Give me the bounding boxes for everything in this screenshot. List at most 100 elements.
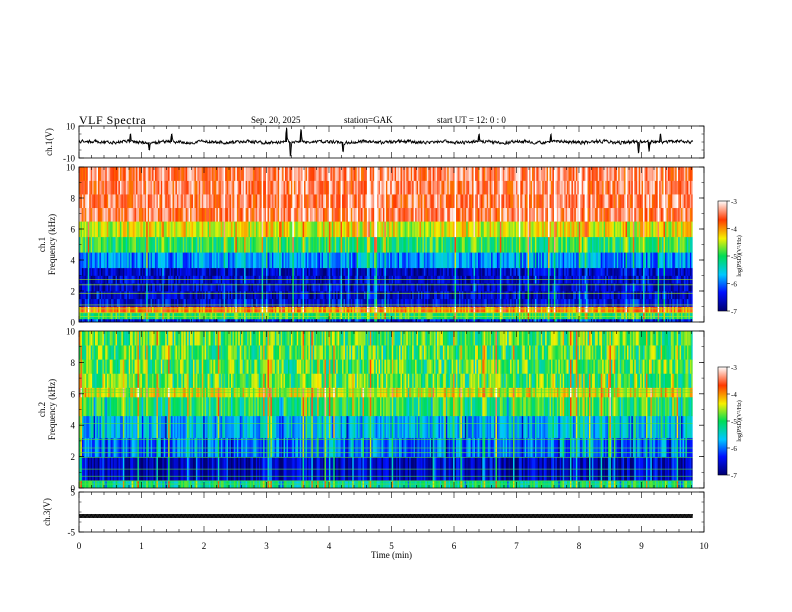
- spectrogram-cell: [157, 291, 160, 300]
- spectrogram-cell: [486, 167, 489, 181]
- spectrogram-cell: [266, 236, 268, 253]
- spectrogram-cell: [271, 283, 274, 292]
- spectrogram-cell: [119, 298, 122, 307]
- spectrogram-cell: [178, 291, 181, 300]
- spectrogram-cell: [182, 194, 185, 209]
- spectrogram-cell: [470, 291, 473, 300]
- spectrogram-cell: [368, 306, 371, 314]
- spectrogram-cell: [299, 180, 302, 195]
- spectrogram-cell: [508, 221, 511, 238]
- spectrogram-cell: [271, 194, 274, 209]
- spectrogram-cell: [100, 180, 103, 195]
- spectrogram-cell: [211, 180, 214, 195]
- spectrogram-cell: [328, 194, 331, 209]
- spectrogram-cell: [279, 167, 282, 181]
- spectrogram-cell: [266, 291, 268, 300]
- spectrogram-cell: [286, 291, 289, 300]
- spectrogram-cell: [382, 306, 385, 314]
- spectrogram-cell: [301, 221, 303, 238]
- spectrogram-cell: [447, 312, 450, 320]
- spectrogram-cell: [285, 298, 287, 307]
- spectrogram-cell: [492, 283, 495, 292]
- spectrogram-cell: [305, 291, 308, 300]
- spectrogram-cell: [163, 221, 166, 238]
- spectrogram-cell: [286, 306, 289, 314]
- spectrogram-cell: [359, 207, 362, 222]
- spectrogram-cell: [366, 180, 369, 195]
- spectrogram-cell: [163, 194, 166, 209]
- spectrogram-cell: [222, 167, 225, 181]
- spectrogram-cell: [274, 312, 277, 320]
- spectrogram-cell: [347, 207, 350, 222]
- spectrogram-cell: [144, 283, 147, 292]
- spectrogram-cell: [448, 194, 451, 209]
- spectrogram-cell: [268, 318, 271, 322]
- spectrogram-cell: [401, 298, 404, 307]
- spectrogram-cell: [469, 306, 471, 314]
- spectrogram-cell: [247, 221, 249, 238]
- spectrogram-cell: [439, 267, 442, 276]
- spectrogram-cell: [454, 306, 457, 314]
- spectrogram-cell: [447, 194, 450, 209]
- spectrogram-cell: [109, 283, 112, 292]
- spectrogram-cell: [84, 312, 87, 320]
- spectrogram-cell: [549, 283, 552, 292]
- spectrogram-cell: [298, 318, 301, 322]
- spectrogram-cell: [287, 291, 290, 300]
- spectrogram-cell: [536, 207, 539, 222]
- spectrogram-cell: [236, 312, 239, 320]
- spectrogram-cell: [124, 298, 127, 307]
- spectrogram-cell: [456, 267, 458, 276]
- spectrogram-cell: [432, 306, 435, 314]
- spectrogram-cell: [496, 167, 499, 181]
- spectrogram-cell: [467, 194, 470, 209]
- spectrogram-cell: [371, 267, 374, 276]
- spectrogram-cell: [317, 221, 319, 238]
- spectrogram-cell: [400, 318, 403, 322]
- spectrogram-cell: [162, 167, 165, 181]
- spectrogram-cell: [442, 318, 445, 322]
- spectrogram-cell: [302, 236, 305, 253]
- spectrogram-cell: [331, 207, 334, 222]
- spectrogram-cell: [425, 207, 428, 222]
- spectrogram-cell: [185, 312, 188, 320]
- spectrogram-cell: [89, 167, 92, 181]
- spectrogram-cell: [248, 207, 251, 222]
- spectrogram-cell: [327, 252, 330, 269]
- spectrogram-cell: [125, 312, 128, 320]
- spectrogram-cell: [217, 283, 220, 292]
- spectrogram-cell: [409, 306, 412, 314]
- spectrogram-cell: [154, 312, 157, 320]
- spectrogram-cell: [384, 236, 387, 253]
- spectrogram-cell: [195, 298, 198, 307]
- spectrogram-cell: [249, 167, 252, 181]
- spectrogram-cell: [467, 306, 470, 314]
- spectrogram-cell: [539, 312, 542, 320]
- spectrogram-cell: [204, 207, 207, 222]
- spectrogram-cell: [377, 207, 379, 222]
- spectrogram-cell: [143, 207, 146, 222]
- spectrogram-cell: [260, 252, 263, 269]
- spectrogram-cell: [437, 298, 439, 307]
- spectrogram-cell: [480, 312, 483, 320]
- spectrogram-cell: [404, 207, 407, 222]
- spectrogram-cell: [273, 167, 276, 181]
- spectrogram-cell: [425, 252, 428, 269]
- spectrogram-cell: [225, 291, 227, 300]
- spectrogram-cell: [448, 180, 451, 195]
- spectrogram-cell: [114, 252, 116, 269]
- spectrogram-cell: [168, 167, 170, 181]
- spectrogram-cell: [521, 236, 524, 253]
- spectrogram-cell: [239, 283, 242, 292]
- spectrogram-cell: [321, 194, 324, 209]
- spectrogram-cell: [475, 236, 477, 253]
- spectrogram-cell: [464, 167, 467, 181]
- spectrogram-cell: [515, 318, 518, 322]
- spectrogram-cell: [311, 312, 314, 320]
- spectrogram-cell: [163, 207, 166, 222]
- spectrogram-cell: [282, 312, 284, 320]
- spectrogram-cell: [366, 194, 369, 209]
- spectrogram-cell: [521, 221, 524, 238]
- spectrogram-cell: [137, 236, 140, 253]
- spectrogram-cell: [498, 167, 501, 181]
